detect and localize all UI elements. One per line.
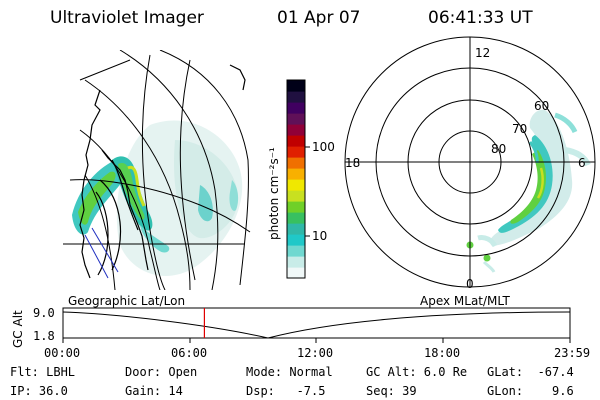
timeline-axis-title: GC Alt	[11, 310, 25, 348]
colorbar-cell	[287, 267, 305, 279]
colorbar-cell	[287, 245, 305, 257]
colorbar-cell	[287, 201, 305, 213]
colorbar-cell	[287, 91, 305, 103]
timeline: Geographic Lat/Lon Apex MLat/MLT GC Alt …	[11, 294, 590, 360]
colorbar-frame	[286, 79, 306, 279]
geo-graticule	[63, 50, 251, 290]
colorbar-cell	[287, 157, 305, 169]
colorbar-tick-label: 100	[312, 140, 335, 154]
polar-lat-label-80: 80	[491, 142, 506, 156]
colorbar-cell	[287, 124, 305, 136]
colorbar-cell	[287, 223, 305, 235]
header-date: 01 Apr 07	[277, 8, 361, 28]
info-glon: GLon: 9.6	[487, 384, 574, 398]
info-mode: Mode: Normal	[246, 365, 333, 379]
timeline-frame	[62, 307, 571, 339]
polar-mlt-label-6: 6	[578, 156, 586, 170]
colorbar-unit-label: photon cm⁻²s⁻¹	[267, 147, 281, 240]
colorbar-cell	[287, 113, 305, 125]
colorbar-gradient	[287, 80, 305, 279]
colorbar-cell	[287, 146, 305, 158]
colorbar-tick-label: 10	[312, 229, 327, 243]
header-time: 06:41:33 UT	[428, 8, 533, 28]
colorbar-cell	[287, 135, 305, 147]
polar-plot: 12 18 6 0 60 70 80	[344, 36, 596, 291]
colorbar-cell	[287, 102, 305, 114]
info-dsp: Dsp: -7.5	[246, 384, 326, 398]
colorbar: 100 10 photon cm⁻²s⁻¹	[267, 79, 335, 279]
colorbar-cell	[287, 80, 305, 92]
polar-lat-label-60: 60	[534, 99, 549, 113]
geo-coastline	[79, 64, 246, 279]
timeline-y-bottom: 1.8	[33, 329, 55, 343]
header-title: Ultraviolet Imager	[50, 8, 204, 28]
timeline-y-top: 9.0	[33, 306, 55, 320]
info-door: Door: Open	[125, 365, 198, 379]
colorbar-cell	[287, 179, 305, 191]
geo-aurora	[72, 120, 243, 276]
timeline-tick-label: 06:00	[171, 346, 207, 360]
geographic-map	[63, 50, 251, 290]
info-ip: IP: 36.0	[10, 384, 68, 398]
altitude-curve	[62, 311, 571, 339]
colorbar-cell	[287, 190, 305, 202]
colorbar-cell	[287, 168, 305, 180]
timeline-tick-label: 12:00	[297, 346, 333, 360]
info-gc-alt: GC Alt: 6.0 Re	[366, 365, 468, 379]
colorbar-cell	[287, 256, 305, 268]
info-seq: Seq: 39	[366, 384, 417, 398]
timeline-right-label: Apex MLat/MLT	[420, 294, 510, 308]
colorbar-cell	[287, 212, 305, 224]
colorbar-cell	[287, 234, 305, 246]
polar-mlt-label-18: 18	[345, 156, 360, 170]
polar-lat-label-70: 70	[512, 122, 527, 136]
geo-terminator	[84, 227, 119, 279]
info-flt: Flt: LBHL	[10, 365, 76, 379]
timeline-tick-label: 23:59	[554, 346, 590, 360]
polar-grid	[344, 36, 596, 288]
info-gain: Gain: 14	[125, 384, 183, 398]
timeline-tick-label: 18:00	[424, 346, 460, 360]
polar-mlt-label-12: 12	[475, 46, 490, 60]
polar-mlt-label-0: 0	[466, 277, 474, 291]
timeline-tick-label: 00:00	[44, 346, 80, 360]
info-glat: GLat: -67.4	[487, 365, 574, 379]
timeline-left-label: Geographic Lat/Lon	[68, 294, 185, 308]
polar-aurora	[466, 109, 591, 273]
timeline-x-ticks	[62, 338, 571, 343]
